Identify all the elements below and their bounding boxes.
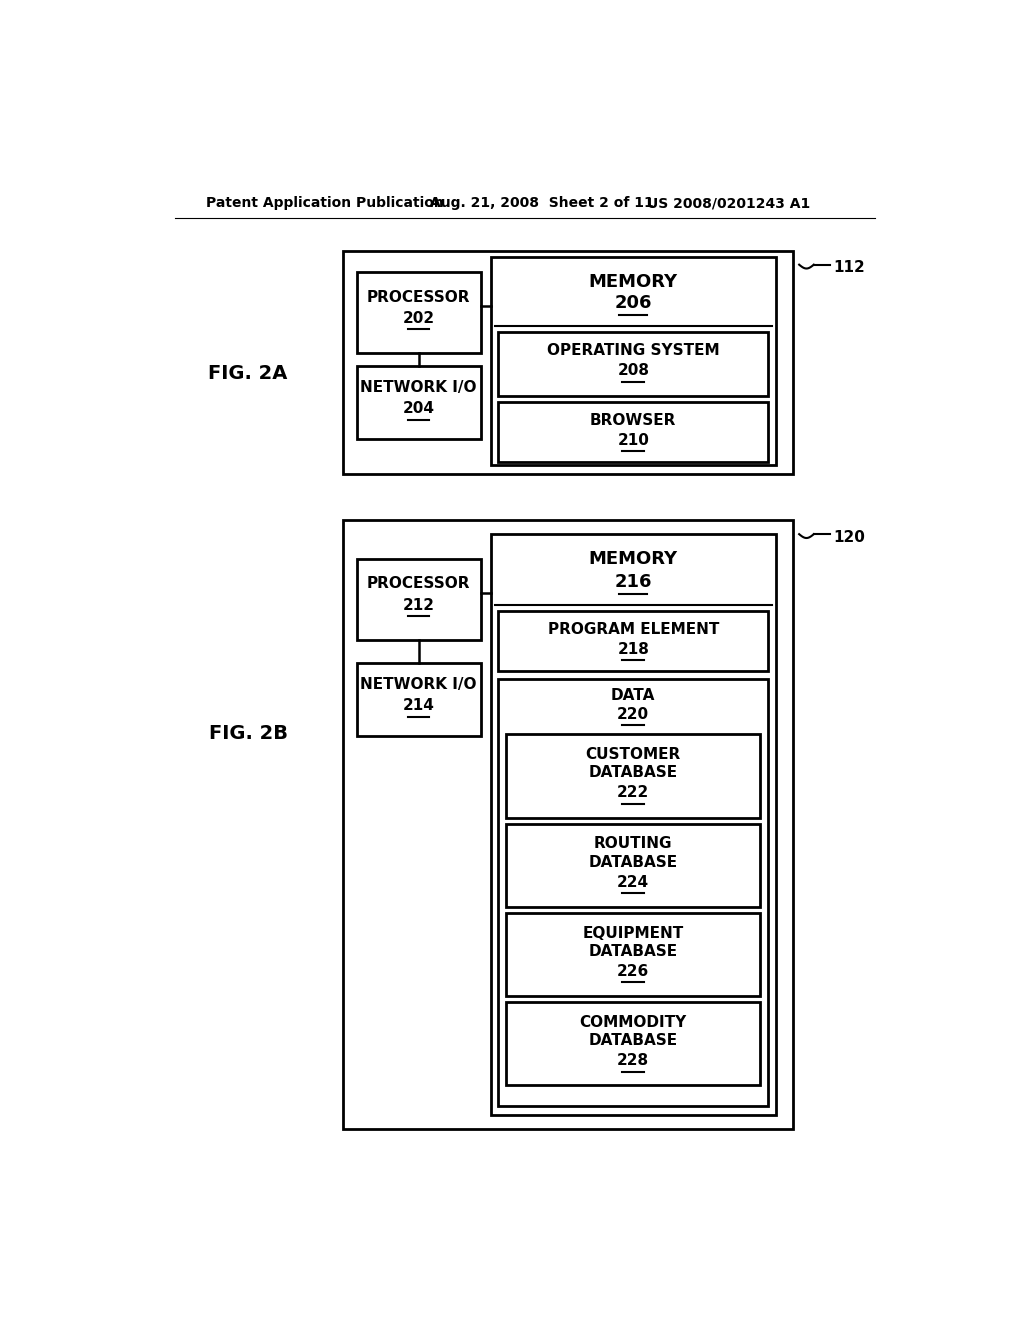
Text: 220: 220: [617, 706, 649, 722]
Text: CUSTOMER: CUSTOMER: [586, 747, 681, 762]
Bar: [506, 1002, 761, 1085]
Text: FIG. 2B: FIG. 2B: [209, 723, 288, 743]
Text: NETWORK I/O: NETWORK I/O: [360, 380, 477, 396]
Bar: [490, 535, 776, 1114]
Text: COMMODITY: COMMODITY: [580, 1015, 687, 1030]
Text: 202: 202: [402, 312, 434, 326]
Text: NETWORK I/O: NETWORK I/O: [360, 677, 477, 692]
Text: 218: 218: [617, 642, 649, 657]
Bar: [499, 333, 768, 396]
Bar: [499, 401, 768, 462]
Text: 226: 226: [617, 964, 649, 979]
Text: 120: 120: [834, 529, 865, 545]
Bar: [356, 367, 480, 440]
Text: PROCESSOR: PROCESSOR: [367, 576, 470, 591]
Text: 206: 206: [614, 294, 652, 312]
Text: 222: 222: [617, 785, 649, 800]
Text: MEMORY: MEMORY: [589, 550, 678, 568]
Text: PROGRAM ELEMENT: PROGRAM ELEMENT: [548, 622, 719, 638]
Bar: [499, 611, 768, 671]
Bar: [506, 734, 761, 817]
Text: 214: 214: [402, 697, 434, 713]
Bar: [490, 257, 776, 465]
Text: 228: 228: [617, 1053, 649, 1068]
Text: 210: 210: [617, 433, 649, 447]
Bar: [356, 272, 480, 354]
Text: FIG. 2A: FIG. 2A: [209, 364, 288, 383]
Text: DATA: DATA: [611, 688, 655, 704]
Text: PROCESSOR: PROCESSOR: [367, 289, 470, 305]
Text: ROUTING: ROUTING: [594, 836, 673, 851]
Text: 112: 112: [834, 260, 865, 276]
Text: US 2008/0201243 A1: US 2008/0201243 A1: [647, 197, 811, 210]
Bar: [343, 520, 793, 1129]
Text: 216: 216: [614, 573, 652, 591]
Text: 224: 224: [617, 875, 649, 890]
Text: OPERATING SYSTEM: OPERATING SYSTEM: [547, 343, 720, 359]
Text: 212: 212: [402, 598, 434, 612]
Text: DATABASE: DATABASE: [589, 944, 678, 960]
Bar: [506, 913, 761, 997]
Bar: [343, 251, 793, 474]
Bar: [356, 558, 480, 640]
Text: EQUIPMENT: EQUIPMENT: [583, 925, 684, 941]
Text: MEMORY: MEMORY: [589, 273, 678, 290]
Bar: [506, 824, 761, 907]
Text: 204: 204: [402, 401, 434, 416]
Text: BROWSER: BROWSER: [590, 413, 677, 428]
Text: Patent Application Publication: Patent Application Publication: [206, 197, 443, 210]
Text: DATABASE: DATABASE: [589, 766, 678, 780]
Bar: [499, 678, 768, 1106]
Text: DATABASE: DATABASE: [589, 1034, 678, 1048]
Text: 208: 208: [617, 363, 649, 379]
Text: Aug. 21, 2008  Sheet 2 of 11: Aug. 21, 2008 Sheet 2 of 11: [430, 197, 654, 210]
Bar: [356, 663, 480, 737]
Text: DATABASE: DATABASE: [589, 854, 678, 870]
